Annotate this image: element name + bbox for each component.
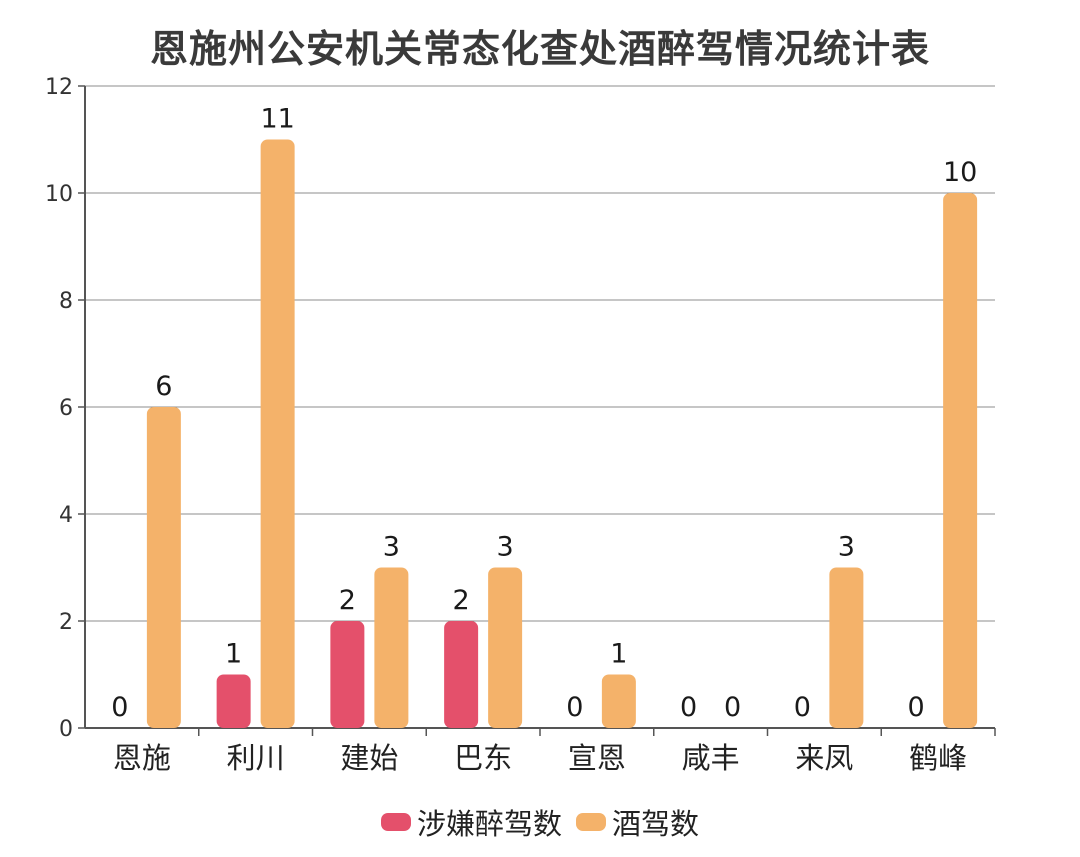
legend-label: 涉嫌醉驾数	[416, 807, 562, 841]
x-tick-label: 建始	[340, 741, 398, 775]
x-tick-label: 巴东	[454, 741, 512, 775]
bar-drink-driving	[146, 407, 181, 728]
y-tick-label: 4	[59, 503, 73, 528]
bar-drink-driving	[488, 567, 523, 728]
y-tick-label: 2	[59, 610, 73, 635]
data-label: 0	[908, 692, 925, 723]
legend-swatch	[576, 813, 606, 831]
bar-drunk-driving	[216, 674, 251, 728]
x-tick-label: 鹤峰	[909, 741, 967, 775]
data-label: 0	[680, 692, 697, 723]
data-label: 0	[111, 692, 128, 723]
data-label: 6	[155, 371, 172, 402]
bar-drink-driving	[829, 567, 864, 728]
data-label: 3	[383, 532, 400, 563]
data-label: 1	[610, 639, 627, 670]
data-label: 0	[724, 692, 741, 723]
data-label: 0	[566, 692, 583, 723]
bar-drink-driving	[260, 139, 295, 728]
data-label: 2	[453, 585, 470, 616]
y-tick-label: 10	[45, 182, 73, 207]
data-label: 3	[497, 532, 514, 563]
y-tick-label: 12	[45, 75, 73, 100]
bar-drink-driving	[943, 193, 978, 728]
x-tick-label: 宣恩	[568, 741, 626, 775]
data-label: 3	[838, 532, 855, 563]
y-tick-label: 6	[59, 396, 73, 421]
data-label: 0	[794, 692, 811, 723]
x-tick-label: 利川	[227, 741, 285, 775]
data-label: 11	[260, 104, 294, 135]
bar-drunk-driving	[330, 621, 365, 728]
y-tick-label: 0	[59, 717, 73, 742]
bar-drink-driving	[374, 567, 409, 728]
legend-item: 酒驾数	[576, 801, 699, 843]
legend-swatch	[380, 813, 411, 831]
x-tick-label: 恩施	[113, 741, 171, 775]
legend: 涉嫌醉驾数 酒驾数	[0, 800, 1080, 844]
legend-label: 酒驾数	[612, 807, 700, 841]
x-tick-label: 咸丰	[682, 741, 740, 775]
legend-item: 涉嫌醉驾数	[380, 801, 562, 843]
bar-drink-driving	[601, 674, 636, 728]
y-tick-label: 8	[59, 289, 73, 314]
chart-title: 恩施州公安机关常态化查处酒醉驾情况统计表	[149, 27, 930, 71]
bar-drunk-driving	[444, 621, 479, 728]
data-label: 1	[225, 639, 242, 670]
data-label: 10	[943, 157, 977, 188]
x-tick-label: 来凤	[795, 741, 853, 775]
data-label: 2	[339, 585, 356, 616]
